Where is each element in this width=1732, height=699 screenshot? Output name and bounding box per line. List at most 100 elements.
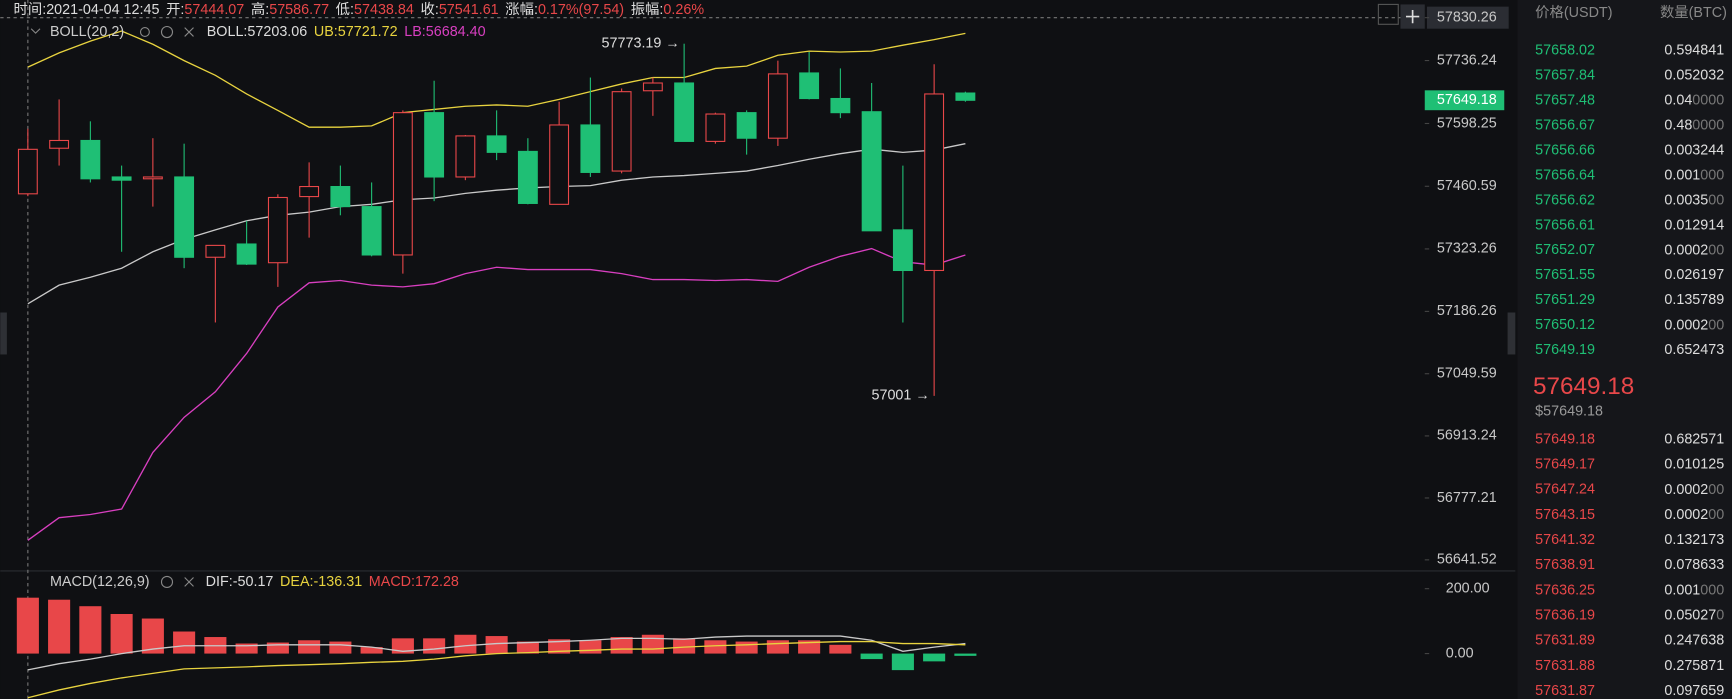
qty-zeros: 000	[1700, 582, 1724, 598]
qty: 0.000200	[1664, 482, 1724, 498]
macd-name: MACD(12,26,9)	[50, 574, 150, 590]
qty: 0.052032	[1664, 68, 1724, 84]
dif-label: DIF:	[206, 574, 233, 590]
macd-legend: MACD(12,26,9) DIF:-50.17 DEA:-136.31 MACD:1…	[50, 574, 459, 590]
boll-mid-label: BOLL:	[207, 24, 248, 40]
qty: 0.682571	[1664, 431, 1724, 447]
qty-digits: 0.0002	[1664, 242, 1708, 258]
macd-bar	[235, 643, 258, 654]
header-amplitude-label: 振幅:	[631, 1, 664, 18]
macd-bar	[673, 638, 696, 654]
macd-bar	[360, 647, 383, 654]
ask-price: 57651.29	[1535, 292, 1595, 308]
last-price-label: 57649.18	[1437, 92, 1497, 108]
qty: 0.003500	[1664, 192, 1724, 208]
qty: 0.097659	[1664, 683, 1724, 699]
left-handle[interactable]	[0, 312, 7, 355]
y-tick-label: 57186.26	[1437, 303, 1497, 319]
macd-bar	[891, 653, 914, 671]
qty: 0.001000	[1664, 582, 1724, 598]
y-tick-label: 56777.21	[1437, 490, 1497, 506]
right-handle[interactable]	[1507, 312, 1516, 355]
candle-body	[142, 176, 163, 180]
bid-price: 57631.89	[1535, 633, 1595, 649]
qty-digits: 0.48	[1664, 117, 1692, 133]
fullscreen-icon[interactable]	[1377, 3, 1399, 25]
candle-body	[236, 243, 257, 265]
qty: 0.135789	[1664, 292, 1724, 308]
qty-zeros: 00	[1708, 507, 1724, 523]
macd-bar	[579, 640, 602, 654]
header-open-label: 开:	[166, 2, 184, 18]
candle-body	[330, 185, 351, 208]
macd-bar	[454, 634, 477, 654]
candle-body	[455, 135, 476, 178]
y-tick-label: 56913.24	[1437, 428, 1497, 444]
macd-bar	[641, 634, 664, 654]
ask-price: 57657.48	[1535, 93, 1595, 109]
macd-bar	[266, 642, 289, 654]
header: 时间:2021-04-04 12:45 开:57444.07 高:57586.77 低…	[14, 1, 705, 18]
boll-lower	[27, 247, 966, 541]
low-annotation: 57001 →	[871, 388, 929, 404]
candle-body	[299, 185, 320, 198]
qty-digits: 0.001	[1664, 582, 1700, 598]
close-icon[interactable]	[184, 27, 194, 37]
candle-body	[799, 72, 820, 100]
qty-zeros: 00	[1708, 192, 1724, 208]
settings-icon[interactable]	[160, 25, 174, 39]
eye-icon[interactable]	[139, 27, 150, 37]
plus-icon	[1405, 9, 1420, 24]
header-close: 57541.61	[439, 2, 499, 18]
candle-body	[674, 82, 695, 142]
dea-label: DEA:	[280, 574, 313, 590]
qty-zeros: 00	[1708, 482, 1724, 498]
qty-header: 数量(BTC)	[1660, 4, 1727, 21]
boll-upper-value: 57721.72	[338, 24, 398, 40]
labels: 时间:2021-04-04 12:45 开:57444.07 高:57586.77 低…	[14, 1, 1505, 661]
header-high-label: 高:	[251, 1, 269, 18]
qty: 0.480000	[1664, 117, 1724, 133]
ask-price: 57656.64	[1535, 167, 1595, 183]
candle-body	[205, 244, 226, 258]
macd-bar	[16, 597, 39, 654]
candle-body	[830, 97, 851, 114]
bid-price: 57641.32	[1535, 532, 1595, 548]
ask-price: 57658.02	[1535, 43, 1595, 59]
qty: 0.000200	[1664, 317, 1724, 333]
macd-bar	[48, 599, 71, 654]
order-book: 价格(USDT) 数量(BTC) 57658.02 0.594841 57657.84 0…	[1533, 4, 1727, 699]
bid-price: 57636.25	[1535, 582, 1595, 598]
hist-value: 172.28	[415, 574, 459, 590]
macd-bar	[329, 641, 352, 654]
candle-body	[642, 82, 663, 92]
candle-body	[17, 148, 38, 195]
boll-upper	[27, 30, 966, 128]
candle-body	[111, 176, 132, 181]
boll-legend: BOLL(20,2) BOLL:57203.06 UB:57721.72 LB:566…	[50, 24, 486, 40]
candle-body	[924, 93, 945, 272]
macd-bar	[79, 606, 102, 654]
candle-body	[392, 112, 413, 256]
ask-price: 57657.84	[1535, 68, 1595, 84]
ask-price: 57651.55	[1535, 267, 1595, 283]
bid-price: 57631.87	[1535, 683, 1595, 699]
settings-icon[interactable]	[160, 575, 174, 589]
macd-bar	[485, 636, 508, 654]
qty-digits: 0.0035	[1664, 192, 1708, 208]
candle-body	[955, 92, 976, 101]
crosshair-price-box	[1426, 6, 1509, 29]
candle-body	[174, 176, 195, 258]
qty: 0.078633	[1664, 557, 1724, 573]
candle-body	[705, 113, 726, 142]
close-icon[interactable]	[184, 577, 194, 587]
collapse-icon[interactable]	[30, 28, 41, 34]
dif-line	[27, 635, 966, 671]
y-tick-label: 57736.24	[1437, 52, 1497, 68]
ask-price: 57650.12	[1535, 317, 1595, 333]
macd-bar	[298, 640, 321, 654]
macd-bar	[860, 653, 883, 660]
macd-bar	[391, 638, 414, 654]
header-time: 2021-04-04 12:45	[46, 2, 159, 18]
